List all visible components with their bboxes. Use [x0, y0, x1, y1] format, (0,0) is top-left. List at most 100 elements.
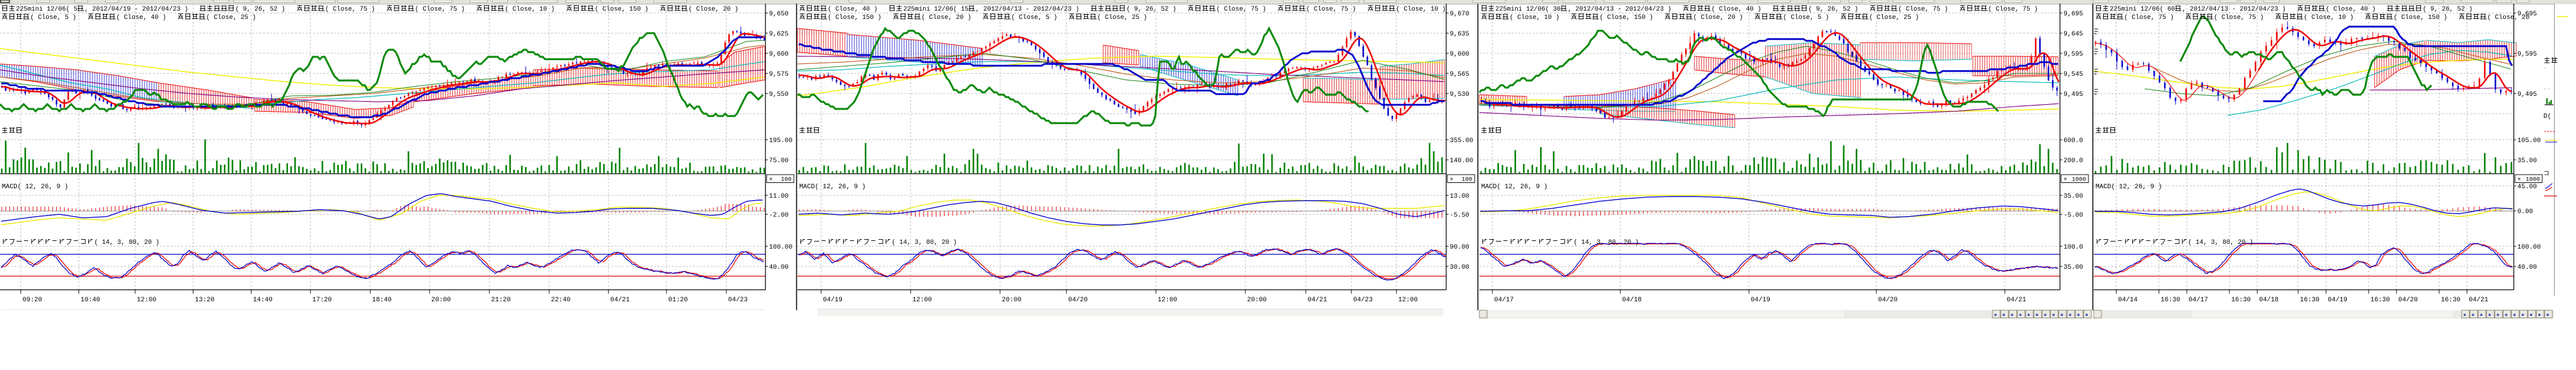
svg-text:04/19: 04/19: [823, 297, 842, 304]
svg-text:9,545: 9,545: [2064, 71, 2083, 78]
svg-text:, 2012/04/13 - 2012/04/23 ): , 2012/04/13 - 2012/04/23 ): [976, 6, 1079, 13]
svg-text:■: ■: [2546, 313, 2549, 317]
svg-text:( Close, 25 ): ( Close, 25 ): [1869, 14, 1919, 21]
svg-text:コ: コ: [2543, 170, 2549, 177]
svg-text:04/23: 04/23: [728, 297, 748, 304]
svg-text:13.00: 13.00: [1450, 193, 1469, 200]
svg-text:9,600: 9,600: [769, 51, 789, 58]
svg-text:■: ■: [2472, 313, 2474, 317]
svg-text:100: 100: [1462, 177, 1472, 184]
svg-text:9,695: 9,695: [2064, 11, 2083, 18]
svg-text:, 2012/04/13 - 2012/04/23 ): , 2012/04/13 - 2012/04/23 ): [1568, 6, 1671, 13]
svg-text:10:40: 10:40: [81, 297, 100, 304]
svg-text:35.00: 35.00: [2517, 157, 2537, 165]
svg-text:16:30: 16:30: [2161, 297, 2180, 304]
svg-text:225mini 12/06( 30: 225mini 12/06( 30: [1495, 6, 1561, 13]
svg-text:75.00: 75.00: [769, 157, 789, 165]
svg-text:( 14, 3, 80, 20 ): ( 14, 3, 80, 20 ): [94, 239, 159, 246]
svg-text:■: ■: [2036, 313, 2038, 317]
svg-text:( Close, 5 ): ( Close, 5 ): [1783, 14, 1830, 21]
svg-text:( Close, 150 ): ( Close, 150 ): [2394, 14, 2447, 21]
svg-text:■: ■: [2497, 313, 2499, 317]
svg-text:9,575: 9,575: [769, 71, 789, 78]
svg-text:11.00: 11.00: [769, 193, 789, 200]
svg-text:9,495: 9,495: [2517, 91, 2537, 98]
svg-text:12:00: 12:00: [1158, 297, 1177, 304]
svg-text:9,530: 9,530: [1450, 91, 1469, 98]
svg-text:( Close, 10 ): ( Close, 10 ): [505, 6, 555, 13]
svg-text:225mini 12/06( 60: 225mini 12/06( 60: [2110, 6, 2175, 13]
svg-text:■: ■: [2044, 313, 2046, 317]
svg-text:■: ■: [2003, 313, 2005, 317]
svg-text:( Close, 75 ): ( Close, 75 ): [415, 6, 464, 13]
svg-text:04/19: 04/19: [2328, 297, 2347, 304]
svg-text:12:00: 12:00: [912, 297, 932, 304]
svg-text:×: ×: [1450, 177, 1453, 184]
svg-text:20:00: 20:00: [1002, 297, 1021, 304]
svg-text:30.00: 30.00: [1450, 264, 1469, 271]
svg-text:■: ■: [2480, 313, 2482, 317]
svg-text:( Close, 20 ): ( Close, 20 ): [688, 6, 738, 13]
svg-text:04/18: 04/18: [1622, 297, 1642, 304]
svg-text:■: ■: [2011, 313, 2013, 317]
svg-text:14:40: 14:40: [253, 297, 273, 304]
svg-text:225mini 12/06( 5: 225mini 12/06( 5: [16, 6, 78, 13]
svg-text:09:20: 09:20: [23, 297, 42, 304]
svg-text:9,495: 9,495: [2064, 91, 2083, 98]
svg-text:9,595: 9,595: [2064, 51, 2083, 58]
svg-text:35.00: 35.00: [2064, 264, 2083, 271]
svg-text:( 14, 3, 80, 20 ): ( 14, 3, 80, 20 ): [1574, 239, 1639, 246]
svg-text:04/21: 04/21: [1308, 297, 1327, 304]
svg-text:9,595: 9,595: [2517, 51, 2537, 58]
svg-text:04/23: 04/23: [1353, 297, 1373, 304]
svg-text:( Close, 150 ): ( Close, 150 ): [1600, 14, 1654, 21]
svg-text:( Close, 20 ): ( Close, 20 ): [1693, 14, 1743, 21]
svg-text:21:20: 21:20: [491, 297, 511, 304]
svg-text:D(: D(: [2543, 113, 2551, 120]
svg-text:( 9, 26, 52 ): ( 9, 26, 52 ): [2423, 6, 2472, 13]
svg-text:04/17: 04/17: [1494, 297, 1514, 304]
svg-text:04/21: 04/21: [2469, 297, 2488, 304]
svg-text:■: ■: [2085, 313, 2088, 317]
svg-text:( Close, 20 ): ( Close, 20 ): [921, 14, 971, 21]
svg-text:( Close, 5 ): ( Close, 5 ): [1011, 14, 1058, 21]
svg-text:9,635: 9,635: [1450, 31, 1469, 38]
svg-text:■: ■: [2019, 313, 2021, 317]
svg-text:04/20: 04/20: [1878, 297, 1898, 304]
svg-text:22:40: 22:40: [551, 297, 571, 304]
svg-text:9,650: 9,650: [769, 11, 789, 18]
svg-text:( Close, 5 ): ( Close, 5 ): [30, 14, 76, 21]
svg-text:355.00: 355.00: [1450, 137, 1473, 144]
svg-text:04/14: 04/14: [2118, 297, 2138, 304]
svg-text:9,645: 9,645: [2064, 31, 2083, 38]
svg-text:( Close, 25 ): ( Close, 25 ): [1097, 14, 1147, 21]
svg-text:100: 100: [781, 177, 792, 184]
svg-text:90.00: 90.00: [1450, 244, 1469, 251]
svg-text:04/19: 04/19: [1751, 297, 1770, 304]
svg-text:9,670: 9,670: [1450, 11, 1469, 18]
svg-text:( Close, 75 ): ( Close, 75 ): [1216, 6, 1266, 13]
svg-text:9,600: 9,600: [1450, 51, 1469, 58]
svg-text:■: ■: [2513, 313, 2516, 317]
svg-text:20:00: 20:00: [1247, 297, 1267, 304]
svg-text:■: ■: [2505, 313, 2507, 317]
svg-text:195.00: 195.00: [769, 137, 793, 144]
svg-text:04/20: 04/20: [1068, 297, 1088, 304]
svg-text:■: ■: [2463, 313, 2466, 317]
svg-text:■: ■: [2069, 313, 2071, 317]
svg-text:-2.00: -2.00: [769, 212, 789, 219]
svg-text:0.00: 0.00: [2517, 208, 2533, 215]
svg-text:×: ×: [2064, 177, 2067, 184]
svg-text:( Close, 75 ): ( Close, 75 ): [1988, 6, 2038, 13]
svg-text:35.00: 35.00: [2064, 193, 2083, 200]
svg-text:45.00: 45.00: [2517, 184, 2537, 191]
svg-text:( Close, 75 ): ( Close, 75 ): [1306, 6, 1356, 13]
svg-text:04/17: 04/17: [2189, 297, 2208, 304]
svg-text:04/21: 04/21: [2007, 297, 2026, 304]
svg-text:, 2012/04/19 - 2012/04/23 ): , 2012/04/19 - 2012/04/23 ): [85, 6, 188, 13]
svg-text:( 14, 3, 80, 20 ): ( 14, 3, 80, 20 ): [2188, 239, 2253, 246]
svg-text:×: ×: [2517, 177, 2521, 184]
svg-text:1000: 1000: [2072, 177, 2086, 184]
svg-text:( Close, 40 ): ( Close, 40 ): [1712, 6, 1761, 13]
svg-text:105.00: 105.00: [2517, 137, 2541, 144]
